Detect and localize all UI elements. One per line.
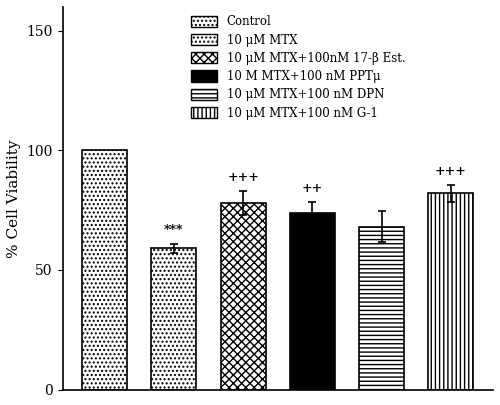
Text: ***: ***: [164, 224, 184, 237]
Bar: [152, 249, 196, 390]
Bar: [290, 213, 335, 390]
Bar: [428, 194, 474, 390]
Y-axis label: % Cell Viability: % Cell Viability: [7, 139, 21, 258]
Bar: [359, 227, 404, 390]
Bar: [82, 150, 127, 390]
Text: ++: ++: [302, 182, 323, 195]
Legend: Control, 10 μM MTX, 10 μM MTX+100nM 17-β Est., 10 M MTX+100 nM PPTμ, 10 μM MTX+1: Control, 10 μM MTX, 10 μM MTX+100nM 17-β…: [189, 13, 408, 122]
Text: +++: +++: [435, 165, 467, 178]
Bar: [220, 203, 266, 390]
Text: +++: +++: [228, 171, 259, 184]
